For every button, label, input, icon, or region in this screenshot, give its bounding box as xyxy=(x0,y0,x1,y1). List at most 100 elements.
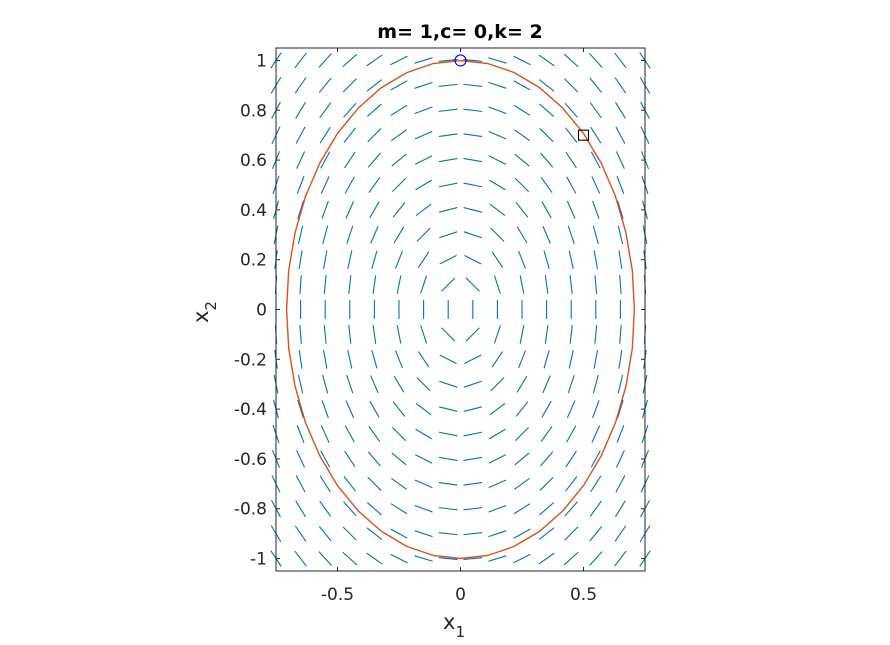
field-segment xyxy=(463,507,483,511)
y-tick-label: 0.4 xyxy=(240,201,267,221)
field-segment xyxy=(415,179,432,191)
field-segment xyxy=(618,250,623,270)
field-segment xyxy=(319,127,331,144)
field-segment xyxy=(488,505,507,513)
field-segment xyxy=(615,475,626,493)
field-segment xyxy=(438,158,458,163)
field-segment xyxy=(346,375,354,394)
field-segment xyxy=(414,505,433,513)
field-segment xyxy=(616,450,625,468)
y-tick-label: -0.8 xyxy=(234,500,267,520)
field-segment xyxy=(541,201,552,219)
field-segment xyxy=(563,551,579,566)
field-segment xyxy=(438,456,458,461)
field-segment xyxy=(542,375,551,394)
field-segment xyxy=(543,350,550,369)
field-segment xyxy=(614,52,627,69)
field-segment xyxy=(369,201,380,219)
field-segment xyxy=(344,176,355,194)
field-segment xyxy=(513,55,531,66)
field-segment xyxy=(464,255,482,265)
field-segment xyxy=(322,225,329,245)
y-tick-label: 0.8 xyxy=(240,101,267,121)
field-segment xyxy=(590,151,601,169)
field-segment xyxy=(439,354,457,364)
field-segment xyxy=(515,202,529,218)
field-segment xyxy=(569,275,573,295)
field-segment xyxy=(343,476,356,492)
field-segment xyxy=(295,500,306,517)
field-segment xyxy=(438,182,458,188)
field-segment xyxy=(519,275,525,294)
field-segment xyxy=(513,528,531,539)
x-axis-label-subscript: 1 xyxy=(455,623,465,641)
field-segment xyxy=(540,426,553,442)
field-segment xyxy=(366,552,383,565)
field-segment xyxy=(368,426,381,442)
field-segment xyxy=(298,225,304,245)
field-segment xyxy=(488,454,506,464)
field-segment xyxy=(367,502,382,516)
field-segment xyxy=(463,83,483,87)
field-segment xyxy=(393,375,405,393)
field-segment xyxy=(294,77,307,94)
field-segment xyxy=(295,102,306,119)
field-segment xyxy=(367,476,382,491)
field-segment xyxy=(565,450,577,467)
field-segment xyxy=(371,250,378,269)
field-segment xyxy=(593,349,598,369)
field-segment xyxy=(590,450,601,468)
y-axis-label: x2 xyxy=(189,301,220,323)
field-segment xyxy=(438,482,458,486)
field-segment xyxy=(614,525,627,542)
field-segment xyxy=(488,530,507,538)
field-segment xyxy=(541,400,552,418)
field-segment xyxy=(619,324,622,344)
field-segment xyxy=(566,201,576,219)
field-segment xyxy=(518,250,526,269)
field-segment xyxy=(591,176,601,194)
field-segment xyxy=(488,57,507,64)
field-segment xyxy=(615,102,626,119)
field-segment xyxy=(438,83,458,87)
field-segment xyxy=(322,374,329,394)
field-segment xyxy=(463,482,483,486)
field-segment xyxy=(342,78,357,93)
field-segment xyxy=(566,176,577,194)
start-marker-circle xyxy=(454,54,467,67)
field-segment xyxy=(366,79,383,92)
field-segment xyxy=(366,54,383,67)
field-segment xyxy=(296,176,305,194)
field-segment xyxy=(616,425,625,443)
x-axis-label: x1 xyxy=(443,610,465,641)
field-segment xyxy=(438,532,458,536)
field-segment xyxy=(615,500,626,517)
field-segment xyxy=(589,102,602,119)
field-segment xyxy=(538,54,555,67)
field-segment xyxy=(392,178,406,192)
field-segment xyxy=(414,106,433,114)
field-segment xyxy=(298,250,303,270)
field-segment xyxy=(564,102,578,118)
field-segment xyxy=(489,428,506,440)
field-segment xyxy=(463,456,483,461)
field-segment xyxy=(372,275,377,295)
field-segment xyxy=(566,425,577,443)
field-segment xyxy=(420,325,427,344)
field-segment xyxy=(514,452,530,466)
field-segment xyxy=(615,126,626,144)
field-segment xyxy=(538,552,555,565)
field-segment xyxy=(390,503,408,515)
field-segment xyxy=(490,227,505,242)
field-segment xyxy=(296,151,305,169)
field-segment xyxy=(591,425,601,443)
field-segment xyxy=(390,553,408,564)
field-segment xyxy=(614,77,627,94)
field-segment xyxy=(544,324,549,344)
field-segment xyxy=(321,200,329,219)
field-segment xyxy=(538,79,555,92)
field-segment xyxy=(415,428,432,440)
field-segment xyxy=(346,225,354,244)
field-segment xyxy=(616,151,625,169)
field-segment xyxy=(439,231,458,239)
